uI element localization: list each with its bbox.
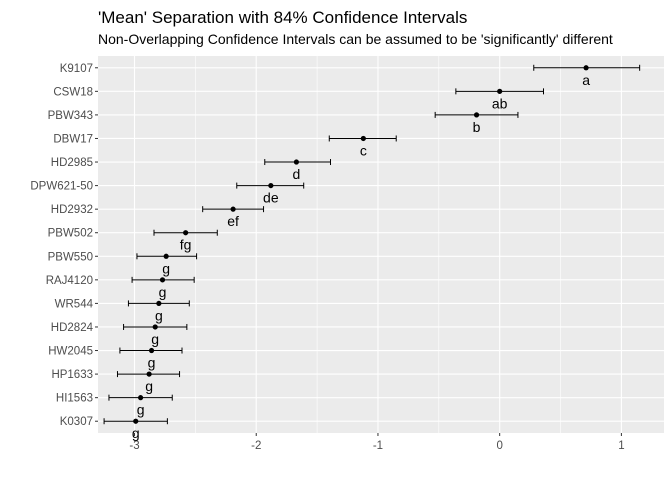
grid-minor xyxy=(195,56,561,433)
mean-point xyxy=(360,135,366,142)
y-tick-label: K9107 xyxy=(60,63,93,75)
data-row: g xyxy=(103,418,168,441)
group-letter-label: g xyxy=(145,378,153,394)
group-letter-label: g xyxy=(162,260,170,276)
group-letter-label: g xyxy=(151,331,159,347)
data-row: g xyxy=(123,323,188,347)
data-row: g xyxy=(127,300,190,323)
data-row: g xyxy=(119,347,183,371)
mean-point xyxy=(146,371,152,377)
mean-point xyxy=(163,253,169,259)
y-tick-label: CSW18 xyxy=(53,86,93,98)
mean-point xyxy=(497,88,503,94)
group-letter-label: a xyxy=(582,72,590,88)
group-letter-label: d xyxy=(293,166,301,182)
data-row: ab xyxy=(455,88,544,111)
group-letter-label: c xyxy=(360,142,367,158)
group-letter-label: g xyxy=(148,355,156,371)
y-tick-label: PBW550 xyxy=(48,251,93,263)
x-axis: -3 -2 -1 0 1 xyxy=(129,433,625,452)
data-row: ef xyxy=(202,206,265,229)
x-tick-label: 0 xyxy=(496,440,502,452)
data-row: b xyxy=(434,111,519,135)
y-tick-label: PBW502 xyxy=(48,228,93,240)
group-letter-label: g xyxy=(137,402,145,418)
mean-point xyxy=(183,230,189,236)
y-tick-label: DPW621-50 xyxy=(30,181,93,193)
y-tick-label: DBW17 xyxy=(53,133,93,145)
data-row: g xyxy=(131,276,195,300)
mean-point xyxy=(152,324,158,330)
data-row: g xyxy=(136,253,198,276)
group-letter-label: g xyxy=(155,307,163,323)
y-tick-label: HD2932 xyxy=(51,204,93,216)
group-letter-label: ab xyxy=(492,95,508,111)
mean-point xyxy=(156,300,162,307)
plot-panel xyxy=(98,56,664,433)
mean-point xyxy=(583,65,589,71)
x-tick-label: 1 xyxy=(618,440,624,452)
y-tick-label: PBW343 xyxy=(48,110,93,122)
mean-point xyxy=(148,347,155,354)
group-letter-label: fg xyxy=(180,237,192,253)
y-tick-label: HD2824 xyxy=(51,322,94,334)
mean-point xyxy=(133,418,139,424)
group-letter-label: ef xyxy=(227,213,239,229)
y-tick-label: HP1633 xyxy=(51,369,93,381)
data-row: de xyxy=(236,182,305,206)
mean-point xyxy=(230,206,236,212)
y-tick-label: WR544 xyxy=(55,298,94,310)
chart-subtitle: Non-Overlapping Confidence Intervals can… xyxy=(98,31,613,47)
mean-point xyxy=(268,182,274,189)
y-axis: K9107 CSW18 PBW343 DBW17 HD2985 DPW621-50 HD29… xyxy=(30,63,98,428)
y-tick-label: RAJ4120 xyxy=(46,275,93,287)
group-letter-label: b xyxy=(473,119,481,135)
group-letter-label: de xyxy=(263,190,279,206)
y-tick-label: HI1563 xyxy=(56,393,93,405)
x-tick-label: -1 xyxy=(373,440,383,452)
mean-point xyxy=(293,159,300,165)
data-row: fg xyxy=(153,229,218,253)
data-row: c xyxy=(328,135,397,158)
data-row: d xyxy=(264,159,331,182)
mean-point xyxy=(159,277,166,283)
x-tick-label: -2 xyxy=(251,440,261,452)
data-row: g xyxy=(116,371,181,394)
group-letter-label: g xyxy=(132,425,140,441)
y-tick-label: HD2985 xyxy=(51,157,93,169)
y-tick-label: K0307 xyxy=(60,416,93,428)
data-row: a xyxy=(533,64,641,88)
grid-major xyxy=(98,56,664,433)
x-tick-label: -3 xyxy=(129,440,139,452)
chart-title: 'Mean' Separation with 84% Confidence In… xyxy=(98,8,467,27)
data-row: g xyxy=(108,394,173,418)
mean-point xyxy=(473,112,480,118)
mean-point xyxy=(138,395,144,401)
y-tick-label: HW2045 xyxy=(48,346,93,358)
group-letter-label: g xyxy=(159,284,167,300)
